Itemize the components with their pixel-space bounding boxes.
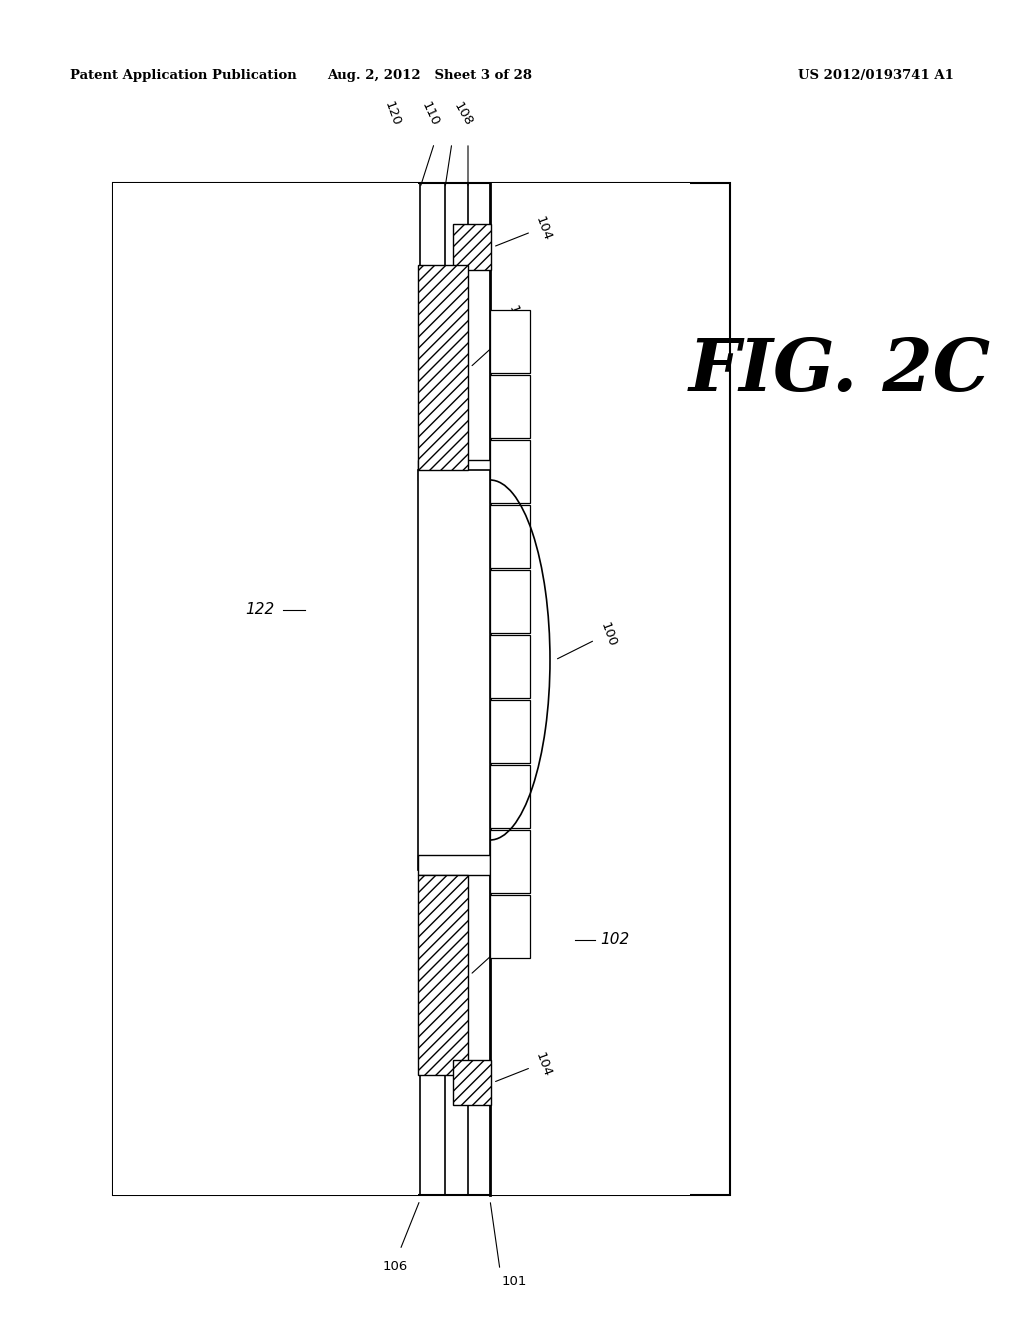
Text: 122: 122 — [245, 602, 274, 618]
Text: 102: 102 — [600, 932, 630, 948]
Bar — [490, 895, 530, 958]
Text: 104: 104 — [534, 1051, 554, 1078]
Bar — [490, 766, 530, 828]
Text: 108: 108 — [451, 99, 475, 128]
Bar — [418, 459, 490, 480]
Text: 100: 100 — [598, 620, 618, 649]
Bar — [490, 440, 530, 503]
Text: 110: 110 — [419, 99, 441, 128]
Bar — [453, 1060, 490, 1105]
Bar — [490, 570, 530, 634]
Bar — [490, 375, 530, 438]
Text: 104: 104 — [534, 215, 554, 243]
Bar — [113, 183, 730, 1195]
Bar — [453, 224, 490, 271]
Text: Patent Application Publication: Patent Application Publication — [70, 69, 297, 82]
Text: 112: 112 — [506, 304, 527, 331]
Bar — [418, 855, 490, 875]
Bar — [490, 635, 530, 698]
Bar — [418, 265, 468, 470]
Text: 120: 120 — [382, 100, 402, 128]
Bar — [490, 506, 530, 568]
Bar — [490, 830, 530, 894]
Bar — [490, 183, 690, 1195]
Bar — [113, 183, 418, 1195]
Bar — [418, 875, 468, 1074]
Text: 106: 106 — [382, 1261, 408, 1272]
Text: US 2012/0193741 A1: US 2012/0193741 A1 — [798, 69, 954, 82]
Text: 101: 101 — [502, 1275, 527, 1288]
Text: 112: 112 — [506, 911, 527, 940]
Bar — [490, 700, 530, 763]
Text: Aug. 2, 2012   Sheet 3 of 28: Aug. 2, 2012 Sheet 3 of 28 — [328, 69, 532, 82]
Bar — [418, 470, 490, 870]
Text: FIG. 2C: FIG. 2C — [689, 334, 991, 405]
Bar — [490, 310, 530, 374]
